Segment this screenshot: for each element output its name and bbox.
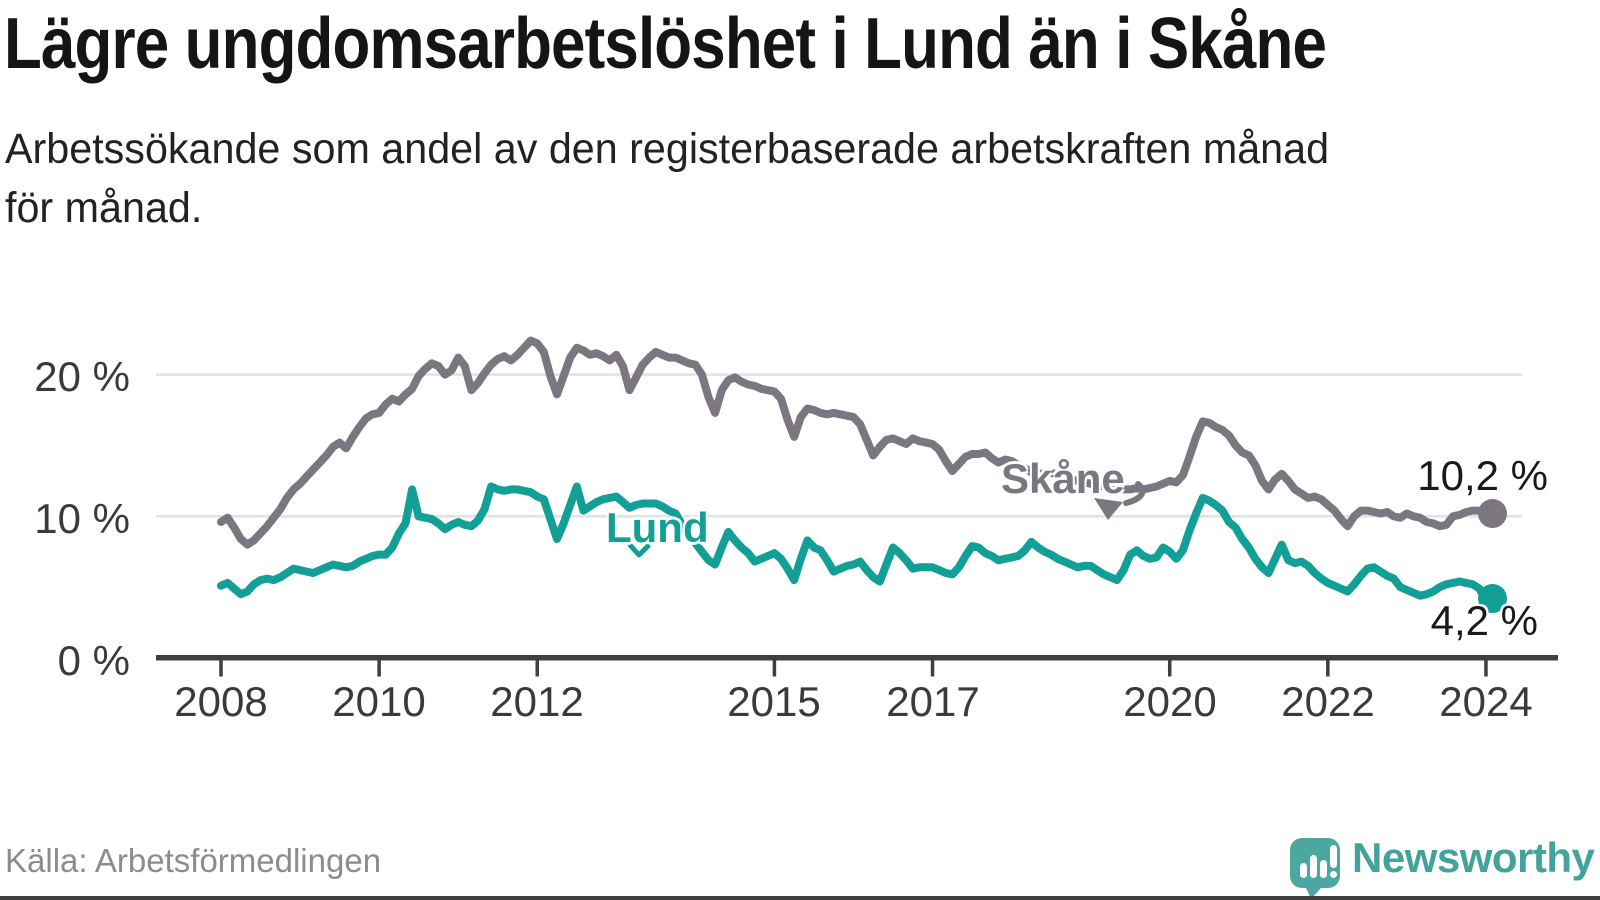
- series-label-lund: Lund: [606, 504, 709, 551]
- y-tick-label-10: 10 %: [34, 495, 130, 542]
- page-title: Lägre ungdomsarbetslöshet i Lund än i Sk…: [4, 4, 1327, 84]
- x-tick-label-2012: 2012: [490, 678, 584, 725]
- y-tick-label-0: 0 %: [57, 637, 130, 684]
- skane-arrow-icon: [1094, 481, 1146, 520]
- series-label-skane: Skåne: [1001, 455, 1125, 502]
- subtitle-line-1: Arbetssökande som andel av den registerb…: [5, 125, 1330, 173]
- end-value-skane: 10,2 %: [1417, 452, 1548, 499]
- bottom-divider: [0, 896, 1600, 900]
- source-note: Källa: Arbetsförmedlingen: [5, 842, 382, 879]
- y-tick-label-20: 20 %: [34, 353, 130, 400]
- x-tick-label-2017: 2017: [886, 678, 980, 725]
- chart-subtitle: Arbetssökande som andel av den registerb…: [5, 120, 1329, 238]
- x-tick-label-2015: 2015: [727, 678, 821, 725]
- x-tick-label-2024: 2024: [1439, 678, 1533, 725]
- brand-name: Newsworthy: [1352, 834, 1595, 881]
- lund-arrow-icon: [627, 542, 651, 558]
- x-tick-label-2010: 2010: [332, 678, 426, 725]
- end-value-lund: 4,2 %: [1430, 597, 1538, 644]
- x-tick-label-2008: 2008: [174, 678, 268, 725]
- x-tick-label-2020: 2020: [1123, 678, 1217, 725]
- x-tick-label-2022: 2022: [1281, 678, 1375, 725]
- subtitle-line-2: för månad.: [5, 184, 203, 232]
